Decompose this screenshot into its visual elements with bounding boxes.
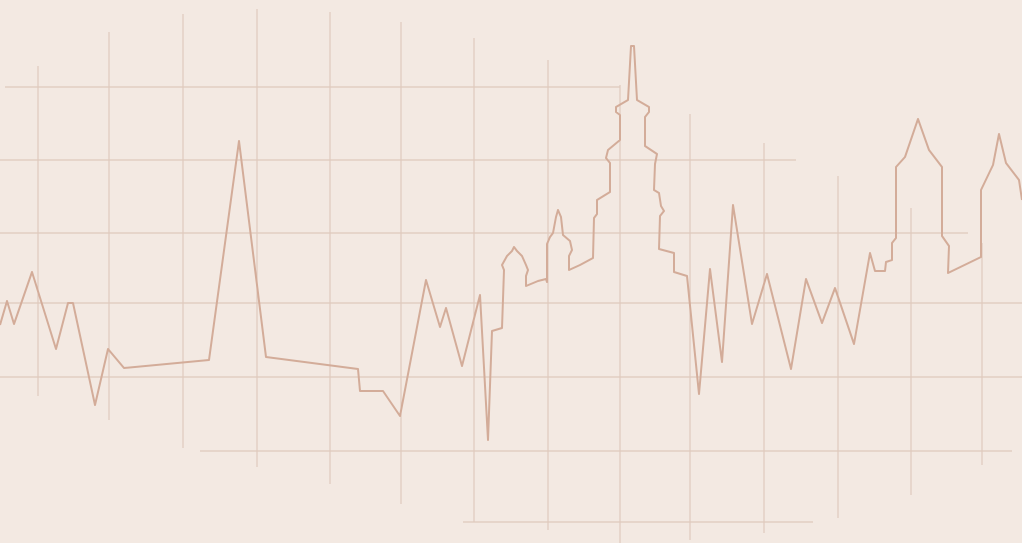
background: [0, 0, 1022, 543]
illustration: [0, 0, 1022, 543]
page: (() => { const data = JSON.parse(documen…: [0, 0, 1022, 543]
